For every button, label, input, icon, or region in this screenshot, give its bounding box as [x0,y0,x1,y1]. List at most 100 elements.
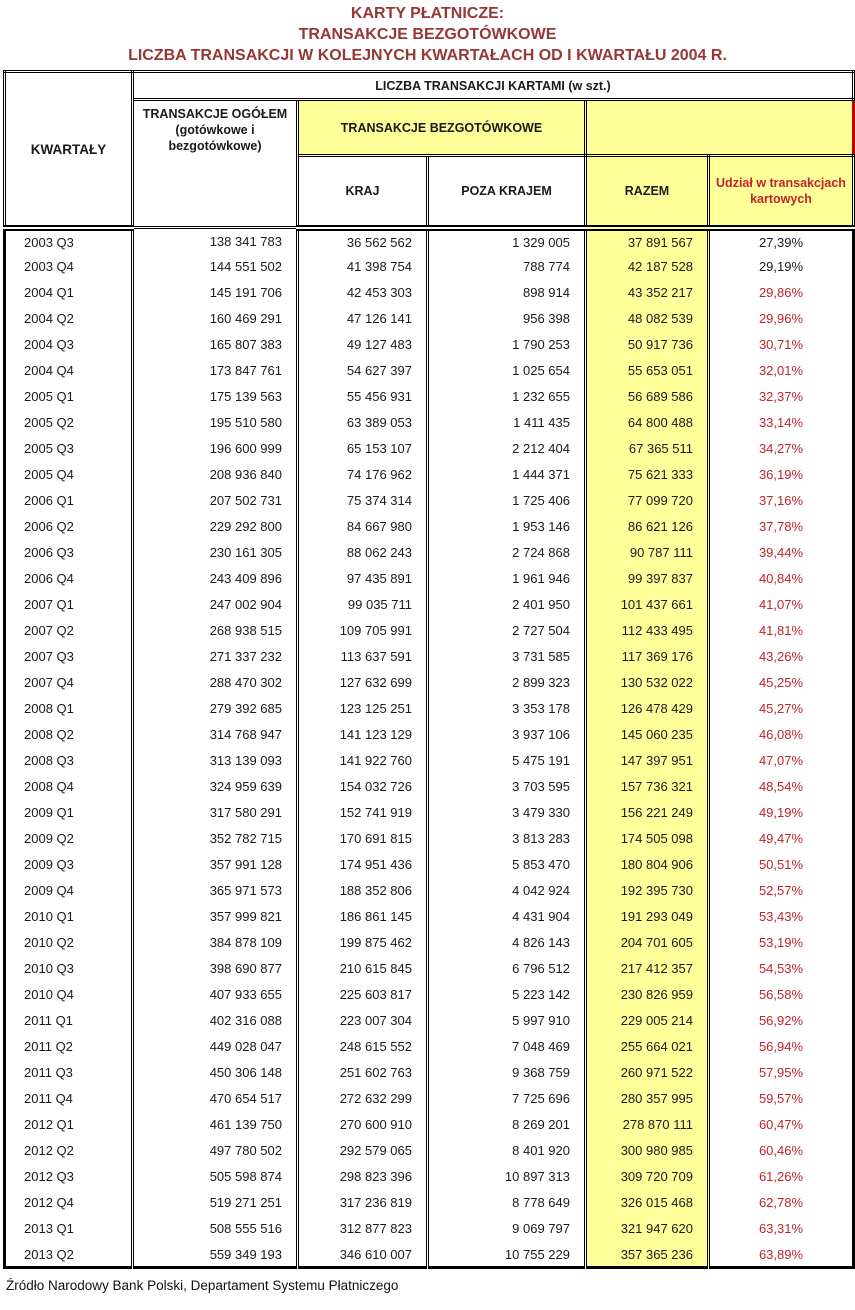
cell-quarter: 2006 Q3 [4,539,134,566]
cell-quarter: 2011 Q2 [4,1033,134,1060]
cell-share: 60,47% [707,1111,854,1138]
cell-domestic: 99 035 711 [296,591,429,618]
cell-total: 497 780 502 [131,1137,299,1164]
cell-share: 56,92% [707,1007,854,1034]
cell-abroad: 10 755 229 [426,1241,587,1268]
cell-share: 49,47% [707,825,854,852]
cell-total: 208 936 840 [131,461,299,488]
cell-domestic: 270 600 910 [296,1111,429,1138]
table-row: 2010 Q3 398 690 877 210 615 845 6 796 512 21… [4,955,854,982]
cell-domestic: 55 456 931 [296,383,429,410]
cell-domestic: 75 374 314 [296,487,429,514]
cell-abroad: 9 069 797 [426,1215,587,1242]
cell-quarter: 2011 Q4 [4,1085,134,1112]
cell-abroad: 8 401 920 [426,1137,587,1164]
cell-share: 52,57% [707,877,854,904]
cell-razem: 67 365 511 [584,435,710,462]
cell-quarter: 2011 Q1 [4,1007,134,1034]
table-row: 2004 Q2 160 469 291 47 126 141 956 398 48 08… [4,305,854,332]
table-row: 2007 Q2 268 938 515 109 705 991 2 727 504 11… [4,617,854,644]
cell-domestic: 41 398 754 [296,253,429,280]
cell-total: 519 271 251 [131,1189,299,1216]
cell-domestic: 141 922 760 [296,747,429,774]
table-row: 2010 Q1 357 999 821 186 861 145 4 431 904 19… [4,903,854,930]
cell-share: 32,37% [707,383,854,410]
cell-share: 53,19% [707,929,854,956]
cell-total: 207 502 731 [131,487,299,514]
table-row: 2007 Q3 271 337 232 113 637 591 3 731 585 11… [4,643,854,670]
col-header-total-transactions: TRANSAKCJE OGÓŁEM (gotówkowe i bezgotówk… [131,98,299,230]
cell-abroad: 5 853 470 [426,851,587,878]
cell-abroad: 3 479 330 [426,799,587,826]
cell-quarter: 2005 Q1 [4,383,134,410]
cell-total: 470 654 517 [131,1085,299,1112]
cell-share: 48,54% [707,773,854,800]
table-row: 2011 Q4 470 654 517 272 632 299 7 725 696 28… [4,1085,854,1112]
cell-razem: 204 701 605 [584,929,710,956]
cell-share: 56,94% [707,1033,854,1060]
cell-razem: 101 437 661 [584,591,710,618]
table-row: 2008 Q1 279 392 685 123 125 251 3 353 178 12… [4,695,854,722]
cell-total: 357 999 821 [131,903,299,930]
cell-share: 63,89% [707,1241,854,1268]
cell-razem: 300 980 985 [584,1137,710,1164]
cell-razem: 260 971 522 [584,1059,710,1086]
cell-total: 160 469 291 [131,305,299,332]
cell-share: 50,51% [707,851,854,878]
cell-share: 40,84% [707,565,854,592]
cell-abroad: 4 431 904 [426,903,587,930]
table-row: 2005 Q3 196 600 999 65 153 107 2 212 404 67 … [4,435,854,462]
cell-razem: 147 397 951 [584,747,710,774]
cell-domestic: 49 127 483 [296,331,429,358]
cell-abroad: 5 997 910 [426,1007,587,1034]
cell-share: 33,14% [707,409,854,436]
table-row: 2009 Q1 317 580 291 152 741 919 3 479 330 15… [4,799,854,826]
cell-share: 45,25% [707,669,854,696]
cell-share: 29,86% [707,279,854,306]
cell-domestic: 109 705 991 [296,617,429,644]
cell-total: 398 690 877 [131,955,299,982]
table-row: 2004 Q4 173 847 761 54 627 397 1 025 654 55 … [4,357,854,384]
cell-razem: 42 187 528 [584,253,710,280]
cell-domestic: 210 615 845 [296,955,429,982]
cell-quarter: 2004 Q1 [4,279,134,306]
table-row: 2006 Q3 230 161 305 88 062 243 2 724 868 90 … [4,539,854,566]
table-row: 2005 Q2 195 510 580 63 389 053 1 411 435 64 … [4,409,854,436]
cell-abroad: 898 914 [426,279,587,306]
cell-razem: 156 221 249 [584,799,710,826]
cell-domestic: 223 007 304 [296,1007,429,1034]
cell-quarter: 2006 Q4 [4,565,134,592]
cell-razem: 50 917 736 [584,331,710,358]
table-row: 2013 Q2 559 349 193 346 610 007 10 755 229 3… [4,1241,854,1268]
table-row: 2006 Q2 229 292 800 84 667 980 1 953 146 86 … [4,513,854,540]
transactions-table: KWARTAŁY LICZBA TRANSAKCJI KARTAMI (w sz… [3,70,855,1270]
cell-abroad: 1 444 371 [426,461,587,488]
cell-domestic: 225 603 817 [296,981,429,1008]
cell-domestic: 36 562 562 [296,227,429,254]
cell-share: 60,46% [707,1137,854,1164]
cell-quarter: 2013 Q2 [4,1241,134,1268]
cell-razem: 278 870 111 [584,1111,710,1138]
cell-razem: 64 800 488 [584,409,710,436]
cell-domestic: 42 453 303 [296,279,429,306]
table-row: 2004 Q1 145 191 706 42 453 303 898 914 43 35… [4,279,854,306]
table-row: 2007 Q4 288 470 302 127 632 699 2 899 323 13… [4,669,854,696]
cell-quarter: 2009 Q1 [4,799,134,826]
cell-total: 279 392 685 [131,695,299,722]
cell-abroad: 1 025 654 [426,357,587,384]
cell-total: 505 598 874 [131,1163,299,1190]
table-row: 2006 Q4 243 409 896 97 435 891 1 961 946 99 … [4,565,854,592]
cell-domestic: 54 627 397 [296,357,429,384]
table-row: 2012 Q2 497 780 502 292 579 065 8 401 920 30… [4,1137,854,1164]
cell-quarter: 2009 Q2 [4,825,134,852]
cell-abroad: 5 223 142 [426,981,587,1008]
cell-razem: 77 099 720 [584,487,710,514]
cell-abroad: 2 401 950 [426,591,587,618]
cell-domestic: 141 123 129 [296,721,429,748]
cell-total: 324 959 639 [131,773,299,800]
col-header-share: Udział w transakcjach kartowych [707,154,855,231]
cell-total: 559 349 193 [131,1241,299,1268]
cell-share: 29,96% [707,305,854,332]
cell-quarter: 2004 Q4 [4,357,134,384]
cell-abroad: 4 826 143 [426,929,587,956]
